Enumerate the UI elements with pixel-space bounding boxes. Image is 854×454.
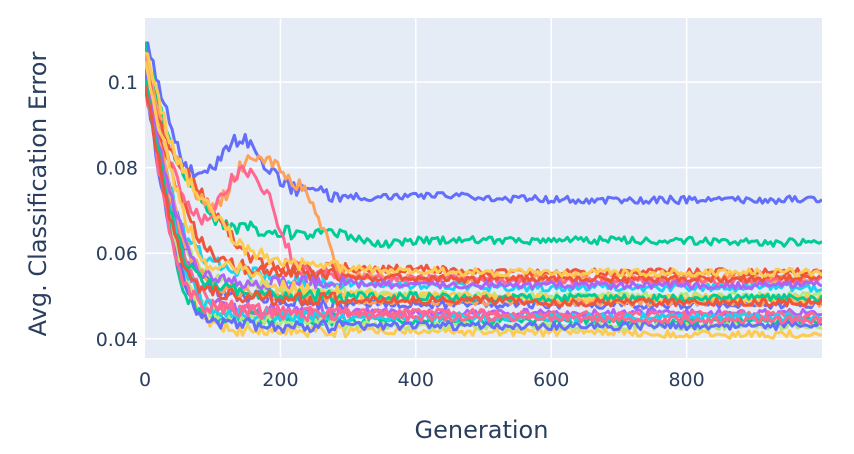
series-line-22 — [145, 85, 822, 308]
x-tick-label: 400 — [398, 369, 434, 391]
series-line-20 — [145, 81, 822, 325]
x-tick-label: 800 — [668, 369, 704, 391]
x-tick-label: 200 — [262, 369, 298, 391]
grid-lines — [145, 18, 822, 358]
y-tick-label: 0.1 — [108, 72, 138, 94]
series-line-12 — [145, 63, 822, 285]
series-line-17 — [145, 67, 822, 292]
tick-labels: 0 200 400 600 800 0.04 0.06 0.08 0.1 — [96, 72, 705, 391]
x-tick-label: 0 — [139, 369, 151, 391]
y-axis-title: Avg. Classification Error — [24, 52, 52, 337]
y-tick-label: 0.04 — [96, 329, 138, 351]
series-line-2 — [145, 41, 822, 249]
series-line-19 — [145, 75, 822, 334]
series-lines — [145, 41, 822, 340]
series-line-23 — [145, 51, 822, 278]
x-tick-label: 600 — [533, 369, 569, 391]
x-axis-title: Generation — [415, 416, 549, 444]
y-tick-label: 0.06 — [96, 243, 138, 265]
series-line-9 — [145, 75, 822, 340]
y-tick-label: 0.08 — [96, 158, 138, 180]
